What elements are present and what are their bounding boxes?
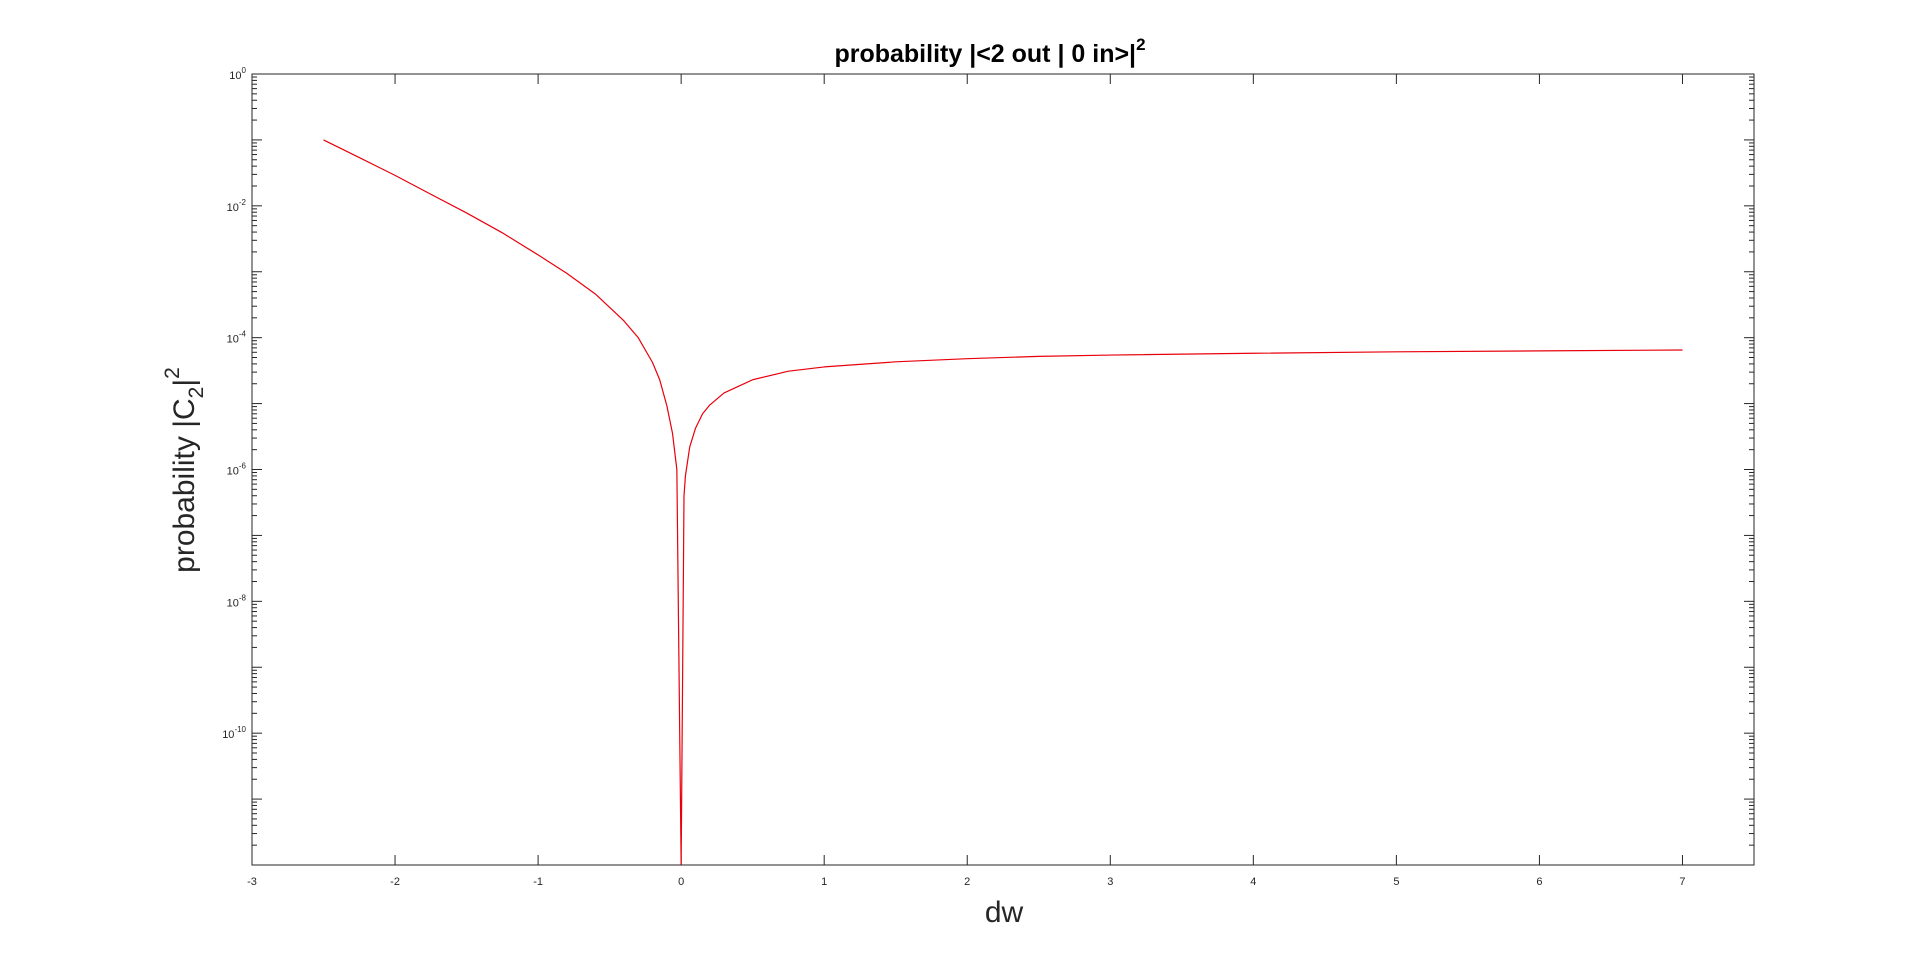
x-tick-label: 0 xyxy=(678,876,684,888)
x-tick-label: -2 xyxy=(390,876,400,888)
x-axis-label: dw xyxy=(985,896,1024,929)
x-tick-label: 4 xyxy=(1250,876,1256,888)
series-layer xyxy=(323,139,1683,865)
y-tick-label: 10-2 xyxy=(227,198,247,214)
y-axis-label: probability |C2|2 xyxy=(161,367,208,573)
chart-title-superscript: 2 xyxy=(1136,35,1145,54)
series-line xyxy=(323,139,1683,865)
x-tick-label: 3 xyxy=(1107,876,1113,888)
x-tick-label: 6 xyxy=(1536,876,1542,888)
y-tick-label: 10-10 xyxy=(222,725,246,741)
x-tick-label: 2 xyxy=(964,876,970,888)
y-tick-label: 100 xyxy=(229,66,246,82)
y-tick-label: 10-4 xyxy=(227,330,247,346)
tick-labels: -3 -2 -1 0 1 2 3 4 5 6 7 100 10-2 10-4 10-6 10-8 10-10 xyxy=(222,66,1685,888)
tick-marks xyxy=(251,73,1754,866)
plot-frame xyxy=(251,73,1755,866)
x-tick-label: -3 xyxy=(247,876,257,888)
y-tick-label: 10-8 xyxy=(227,593,247,609)
x-tick-label: 5 xyxy=(1393,876,1399,888)
chart-title: probability |<2 out | 0 in>|2 xyxy=(834,35,1145,68)
x-tick-label: 7 xyxy=(1679,876,1685,888)
chart-title-main: probability |<2 out | 0 in>| xyxy=(834,40,1136,68)
y-tick-label: 10-6 xyxy=(227,462,247,478)
x-tick-label: 1 xyxy=(821,876,827,888)
x-tick-label: -1 xyxy=(533,876,543,888)
plot-background xyxy=(252,74,1754,865)
